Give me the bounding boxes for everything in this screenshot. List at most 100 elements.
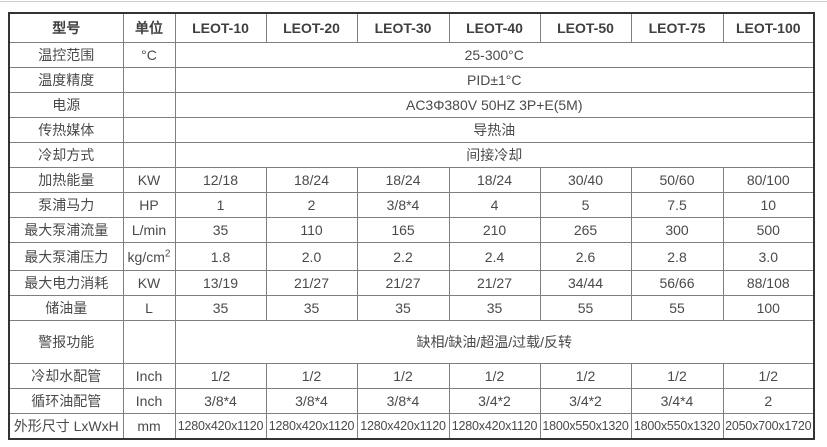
unit-base: kg/cm — [127, 248, 165, 265]
row-label-cell: 泵浦马力 — [8, 192, 124, 218]
row-dimensions: 外形尺寸 LxWxH mm 1280x420x1120 1280x420x112… — [8, 413, 815, 440]
unit-cell: Inch — [122, 388, 176, 414]
unit-cell — [122, 67, 176, 93]
value-cell: 1/2 — [265, 363, 358, 389]
row-label-cell: 加热能量 — [8, 167, 124, 193]
value-cell: 2.8 — [630, 242, 724, 271]
value-cell: 1/2 — [630, 363, 724, 389]
row-label-cell: 循环油配管 — [8, 388, 124, 414]
row-label-cell: 最大电力消耗 — [8, 270, 124, 296]
value-cell: 21/27 — [356, 270, 450, 296]
value-cell: 2.4 — [448, 242, 541, 271]
header-unit-label: 单位 — [122, 12, 176, 43]
value-cell: 2.0 — [265, 242, 358, 271]
value-cell: 21/27 — [448, 270, 541, 296]
value-cell: 3/8*4 — [356, 192, 450, 218]
value-cell: 88/108 — [722, 270, 815, 296]
value-cell: 50/60 — [630, 167, 724, 193]
unit-cell — [122, 320, 176, 364]
header-model-leot-10: LEOT-10 — [174, 12, 267, 43]
row-heating-capacity: 加热能量 KW 12/18 18/24 18/24 18/24 30/40 50… — [8, 167, 815, 193]
unit-cell — [122, 117, 176, 143]
value-cell: 35 — [356, 295, 450, 321]
row-label-cell: 储油量 — [8, 295, 124, 321]
value-cell: 2.6 — [539, 242, 632, 271]
value-cell: 5 — [539, 192, 632, 218]
value-cell: 56/66 — [630, 270, 724, 296]
value-cell: 1280x420x1120 — [174, 413, 267, 440]
value-cell: 1.8 — [174, 242, 267, 271]
merged-value-cell: 导热油 — [174, 117, 815, 143]
merged-value-cell: 间接冷却 — [174, 142, 815, 168]
value-cell: 1800x550x1320 — [630, 413, 724, 440]
merged-value-cell: PID±1°C — [174, 67, 815, 93]
value-cell: 35 — [174, 295, 267, 321]
value-cell: 34/44 — [539, 270, 632, 296]
value-cell: 35 — [174, 217, 267, 243]
row-circulating-oil-piping: 循环油配管 Inch 3/8*4 3/8*4 3/8*4 3/4*2 3/4*2… — [8, 388, 815, 414]
value-cell: 210 — [448, 217, 541, 243]
value-cell: 300 — [630, 217, 724, 243]
value-cell: 3.0 — [722, 242, 815, 271]
unit-cell: kg/cm2 — [122, 242, 176, 271]
row-max-pump-pressure: 最大泵浦压力 kg/cm2 1.8 2.0 2.2 2.4 2.6 2.8 3.… — [8, 242, 815, 271]
value-cell: 110 — [265, 217, 358, 243]
value-cell: 1800x550x1320 — [539, 413, 632, 440]
row-power-supply: 电源 AC3Φ380V 50HZ 3P+E(5M) — [8, 92, 815, 118]
row-label-cell: 传热媒体 — [8, 117, 124, 143]
unit-cell: KW — [122, 167, 176, 193]
value-cell: 1/2 — [722, 363, 815, 389]
unit-cell — [122, 92, 176, 118]
row-label-cell: 冷却水配管 — [8, 363, 124, 389]
value-cell: 3/4*2 — [448, 388, 541, 414]
row-max-power-consumption: 最大电力消耗 KW 13/19 21/27 21/27 21/27 34/44 … — [8, 270, 815, 296]
value-cell: 1/2 — [448, 363, 541, 389]
unit-cell: L/min — [122, 217, 176, 243]
unit-cell: L — [122, 295, 176, 321]
merged-value-cell: AC3Φ380V 50HZ 3P+E(5M) — [174, 92, 815, 118]
value-cell: 2 — [722, 388, 815, 414]
spec-table-header: 型号 单位 LEOT-10 LEOT-20 LEOT-30 LEOT-40 LE… — [8, 12, 815, 43]
row-pump-horsepower: 泵浦马力 HP 1 2 3/8*4 4 5 7.5 10 — [8, 192, 815, 218]
value-cell: 3/4*4 — [630, 388, 724, 414]
value-cell: 55 — [630, 295, 724, 321]
row-label-cell: 电源 — [8, 92, 124, 118]
row-label-cell: 外形尺寸 LxWxH — [8, 413, 124, 440]
row-temp-accuracy: 温度精度 PID±1°C — [8, 67, 815, 93]
value-cell: 18/24 — [265, 167, 358, 193]
header-model-leot-20: LEOT-20 — [265, 12, 358, 43]
value-cell: 35 — [265, 295, 358, 321]
row-oil-storage: 储油量 L 35 35 35 35 55 55 100 — [8, 295, 815, 321]
header-model-leot-40: LEOT-40 — [448, 12, 541, 43]
spec-table: 型号 单位 LEOT-10 LEOT-20 LEOT-30 LEOT-40 LE… — [8, 12, 815, 440]
header-model-label: 型号 — [8, 12, 124, 43]
value-cell: 2 — [265, 192, 358, 218]
unit-cell: HP — [122, 192, 176, 218]
value-cell: 55 — [539, 295, 632, 321]
value-cell: 18/24 — [448, 167, 541, 193]
row-heat-medium: 传热媒体 导热油 — [8, 117, 815, 143]
value-cell: 1 — [174, 192, 267, 218]
value-cell: 1/2 — [539, 363, 632, 389]
header-model-leot-50: LEOT-50 — [539, 12, 632, 43]
unit-cell: °C — [122, 42, 176, 68]
value-cell: 21/27 — [265, 270, 358, 296]
row-cooling-method: 冷却方式 间接冷却 — [8, 142, 815, 168]
value-cell: 3/8*4 — [356, 388, 450, 414]
value-cell: 1280x420x1120 — [356, 413, 450, 440]
value-cell: 4 — [448, 192, 541, 218]
page-top-divider — [0, 1, 827, 2]
row-label-cell: 温度精度 — [8, 67, 124, 93]
row-temp-range: 温控范围 °C 25-300°C — [8, 42, 815, 68]
value-cell: 30/40 — [539, 167, 632, 193]
value-cell: 500 — [722, 217, 815, 243]
value-cell: 12/18 — [174, 167, 267, 193]
header-model-leot-30: LEOT-30 — [356, 12, 450, 43]
header-model-leot-100: LEOT-100 — [722, 12, 815, 43]
spec-table-body: 温控范围 °C 25-300°C 温度精度 PID±1°C 电源 AC3Φ380… — [8, 42, 815, 440]
row-alarm-functions: 警报功能 缺相/缺油/超温/过载/反转 — [8, 320, 815, 364]
unit-superscript: 2 — [164, 247, 171, 259]
value-cell: 265 — [539, 217, 632, 243]
row-label-cell: 冷却方式 — [8, 142, 124, 168]
value-cell: 1/2 — [174, 363, 267, 389]
